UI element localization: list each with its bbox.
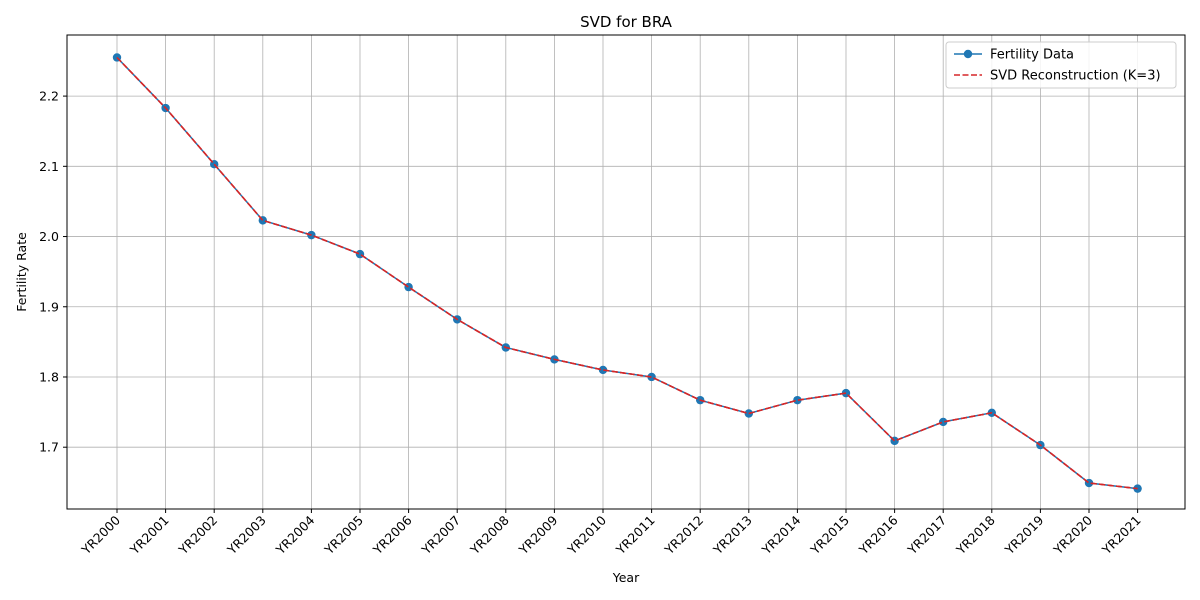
legend-label-0: Fertility Data (990, 48, 1074, 63)
grid (67, 35, 1185, 509)
data-point (598, 365, 608, 375)
chart-title: SVD for BRA (580, 13, 673, 31)
series-layer (112, 53, 1142, 493)
data-point (1133, 484, 1142, 493)
data-point (939, 417, 948, 427)
data-point (793, 395, 802, 405)
data-point (404, 282, 413, 292)
legend: Fertility Data SVD Reconstruction (K=3) (945, 41, 1177, 89)
y-tick-label: 2.2 (39, 89, 59, 104)
y-tick-label: 2.1 (39, 159, 59, 174)
legend-label-1: SVD Reconstruction (K=3) (990, 69, 1161, 84)
data-point (647, 372, 656, 382)
x-axis-title: Year (612, 570, 640, 585)
y-tick-label: 2.0 (39, 229, 59, 244)
legend-marker-0 (963, 49, 973, 59)
series-line-0 (116, 56, 1138, 490)
y-tick-label: 1.7 (39, 440, 59, 455)
y-axis-title: Fertility Rate (14, 232, 29, 312)
y-tick-label: 1.9 (39, 299, 59, 314)
y-tick-label: 1.8 (39, 369, 59, 384)
data-point (355, 249, 365, 259)
plot-frame (66, 34, 1186, 510)
legend-box (945, 41, 1177, 89)
